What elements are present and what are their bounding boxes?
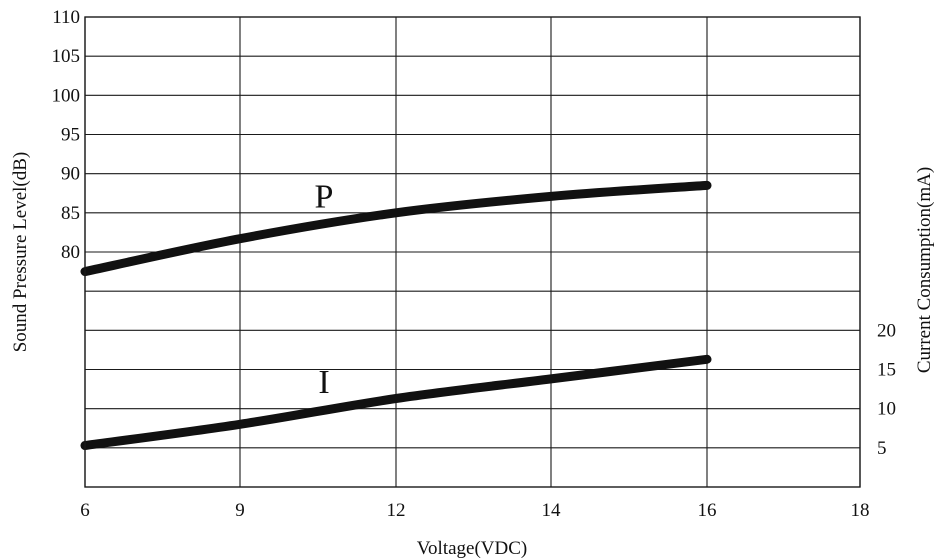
x-tick-label: 12 [387, 500, 406, 521]
series-line-p [80, 180, 712, 277]
y-axis-title: Sound Pressure Level(dB) [10, 152, 31, 353]
x-tick-label: 16 [698, 500, 717, 521]
y-tick-label: 100 [52, 85, 81, 106]
grid [84, 16, 861, 488]
y-tick-label: 80 [61, 242, 80, 263]
y2-tick-label: 20 [877, 320, 896, 341]
y-tick-label: 110 [52, 7, 80, 28]
y2-tick-label: 5 [877, 438, 887, 459]
y-tick-label: 85 [61, 203, 80, 224]
plot-frame [84, 16, 861, 488]
x-tick-label: 9 [235, 500, 245, 521]
series-label-p: P [315, 178, 334, 215]
tick-labels: 6 9 12 14 16 18 80 85 90 95 100 105 110 5 10 15 20 [52, 7, 897, 521]
x-tick-label: 18 [851, 500, 870, 521]
y2-tick-label: 10 [877, 399, 896, 420]
series-line-i [80, 354, 712, 450]
x-tick-label: 6 [80, 500, 90, 521]
y2-axis-title: Current Consumption(mA) [914, 167, 935, 373]
x-tick-label: 14 [542, 500, 562, 521]
y2-tick-label: 15 [877, 360, 896, 381]
series-curves: PI [80, 178, 712, 450]
x-axis-title: Voltage(VDC) [417, 538, 527, 559]
y-tick-label: 105 [52, 46, 81, 67]
series-label-i: I [318, 364, 329, 401]
y-tick-label: 90 [61, 164, 80, 185]
y-tick-label: 95 [61, 125, 80, 146]
